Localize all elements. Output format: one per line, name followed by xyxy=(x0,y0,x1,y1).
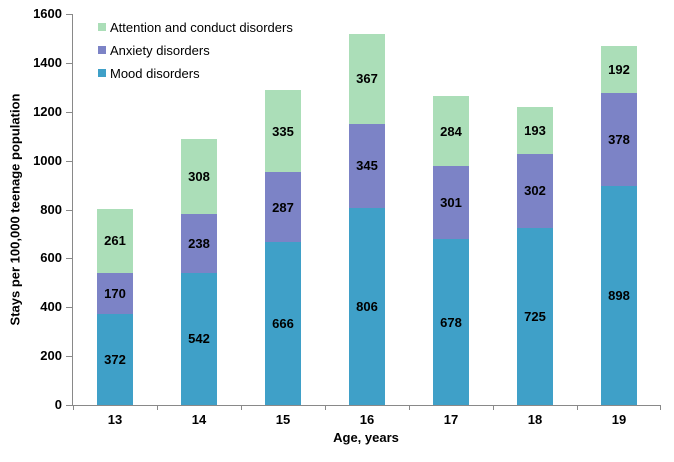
bar-segment: 372 xyxy=(97,314,133,405)
y-tick-mark xyxy=(66,258,72,260)
legend-label: Attention and conduct disorders xyxy=(110,19,293,35)
y-tick-mark xyxy=(66,160,72,162)
x-tick-label: 15 xyxy=(275,412,291,427)
y-tick-label: 800 xyxy=(40,201,62,217)
bar-segment: 725 xyxy=(517,227,553,405)
bar-segment: 898 xyxy=(601,185,637,405)
bar-segment: 238 xyxy=(181,214,217,273)
x-axis-title: Age, years xyxy=(333,430,399,445)
legend-swatch xyxy=(98,69,106,77)
bar-segment: 302 xyxy=(517,154,553,228)
y-tick-mark xyxy=(66,307,72,309)
bar-age-18: 725 302 193 xyxy=(517,106,553,405)
bar-value-label: 287 xyxy=(272,199,294,215)
bar-segment: 542 xyxy=(181,272,217,405)
bar-age-13: 372 170 261 xyxy=(97,208,133,405)
legend-item: Attention and conduct disorders xyxy=(98,19,293,35)
x-tick-label: 19 xyxy=(611,412,627,427)
x-tick-mark xyxy=(577,405,578,410)
legend-swatch xyxy=(98,46,106,54)
bar-age-19: 898 378 192 xyxy=(601,46,637,405)
bar-value-label: 378 xyxy=(608,131,630,147)
bar-segment: 192 xyxy=(601,46,637,94)
y-tick-mark xyxy=(66,405,72,406)
bar-segment: 287 xyxy=(265,172,301,243)
bar-segment: 345 xyxy=(349,123,385,209)
x-tick-label: 16 xyxy=(359,412,375,427)
x-tick-label: 13 xyxy=(107,412,123,427)
y-tick-label: 0 xyxy=(54,397,62,412)
bar-segment: 308 xyxy=(181,139,217,215)
legend-swatch xyxy=(98,23,106,31)
bar-value-label: 806 xyxy=(356,299,378,315)
bar-age-15: 666 287 335 xyxy=(265,90,301,405)
y-tick-label: 200 xyxy=(40,348,62,364)
bar-value-label: 542 xyxy=(188,331,210,347)
x-tick-label: 14 xyxy=(191,412,207,427)
y-tick-mark xyxy=(66,62,72,64)
x-tick-mark xyxy=(157,405,158,410)
x-tick-mark xyxy=(325,405,326,410)
bar-value-label: 193 xyxy=(524,122,546,138)
legend-label: Anxiety disorders xyxy=(110,42,210,58)
bar-value-label: 725 xyxy=(524,308,546,324)
legend-item: Anxiety disorders xyxy=(98,42,293,58)
bar-segment: 335 xyxy=(265,90,301,173)
legend: Attention and conduct disorders Anxiety d… xyxy=(98,19,293,88)
y-tick-label: 400 xyxy=(40,299,62,315)
bar-segment: 193 xyxy=(517,106,553,155)
bar-segment: 284 xyxy=(433,96,469,166)
bar-value-label: 261 xyxy=(104,233,126,249)
y-tick-label: 1000 xyxy=(33,152,62,168)
bar-value-label: 302 xyxy=(524,183,546,199)
bar-value-label: 238 xyxy=(188,235,210,251)
bar-segment: 367 xyxy=(349,34,385,124)
bar-value-label: 284 xyxy=(440,123,462,139)
y-tick-label: 1200 xyxy=(33,103,62,119)
bar-segment: 301 xyxy=(433,165,469,240)
x-tick-mark xyxy=(241,405,242,410)
y-tick-label: 1600 xyxy=(33,6,62,21)
bar-value-label: 170 xyxy=(104,285,126,301)
legend-label: Mood disorders xyxy=(110,65,200,81)
bar-age-14: 542 238 308 xyxy=(181,139,217,405)
bar-value-label: 678 xyxy=(440,314,462,330)
bar-value-label: 335 xyxy=(272,123,294,139)
bar-value-label: 372 xyxy=(104,352,126,368)
y-tick-mark xyxy=(66,356,72,358)
x-tick-mark xyxy=(493,405,494,410)
bar-segment: 378 xyxy=(601,93,637,186)
bar-value-label: 308 xyxy=(188,169,210,185)
y-tick-label: 600 xyxy=(40,250,62,266)
bar-segment: 806 xyxy=(349,208,385,405)
bar-value-label: 666 xyxy=(272,316,294,332)
x-tick-mark xyxy=(409,405,410,410)
y-tick-mark xyxy=(66,209,72,211)
legend-item: Mood disorders xyxy=(98,65,293,81)
bar-segment: 678 xyxy=(433,239,469,405)
bar-segment: 666 xyxy=(265,242,301,405)
bar-segment: 170 xyxy=(97,272,133,315)
y-tick-mark xyxy=(66,111,72,113)
x-tick-mark xyxy=(660,405,661,410)
bar-value-label: 345 xyxy=(356,158,378,174)
bar-age-17: 678 301 284 xyxy=(433,96,469,405)
y-tick-mark xyxy=(66,14,72,15)
bar-segment: 261 xyxy=(97,208,133,273)
bar-value-label: 898 xyxy=(608,287,630,303)
x-tick-label: 18 xyxy=(527,412,543,427)
bar-value-label: 367 xyxy=(356,71,378,87)
y-tick-label: 1400 xyxy=(33,54,62,70)
x-tick-label: 17 xyxy=(443,412,459,427)
bar-value-label: 301 xyxy=(440,195,462,211)
x-tick-mark xyxy=(73,405,74,410)
bar-value-label: 192 xyxy=(608,62,630,78)
plot-area: Attention and conduct disorders Anxiety d… xyxy=(33,6,661,427)
bar-age-16: 806 345 367 xyxy=(349,34,385,405)
